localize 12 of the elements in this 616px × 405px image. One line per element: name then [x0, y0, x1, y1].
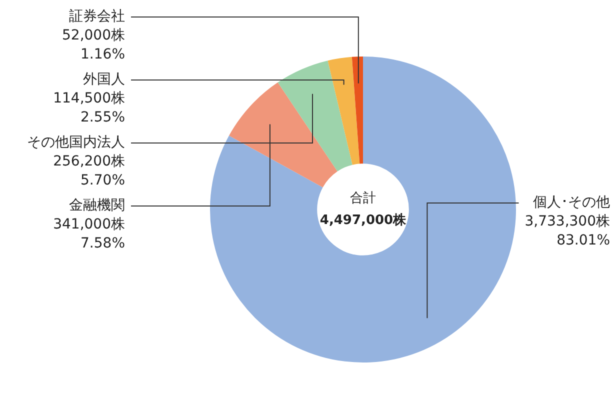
data-label: 114,500株 2.55% — [53, 90, 125, 126]
text: 4,497,000株 — [320, 212, 408, 228]
slice-label: 個人･その他 — [533, 194, 610, 211]
slice-label: 外国人 — [83, 72, 125, 88]
slice-label: 金融機関 — [69, 198, 125, 214]
data-label: 256,200株 5.70% — [53, 154, 125, 189]
text: 合計 — [350, 190, 376, 206]
data-label: 52,000株 1.16% — [62, 28, 125, 63]
slice-label: その他国内法人 — [27, 134, 125, 151]
data-label: 341,000株 7.58% — [53, 216, 125, 252]
slice-label: 証券会社 — [69, 8, 125, 25]
data-label: 3,733,300株 83.01% — [524, 214, 610, 249]
